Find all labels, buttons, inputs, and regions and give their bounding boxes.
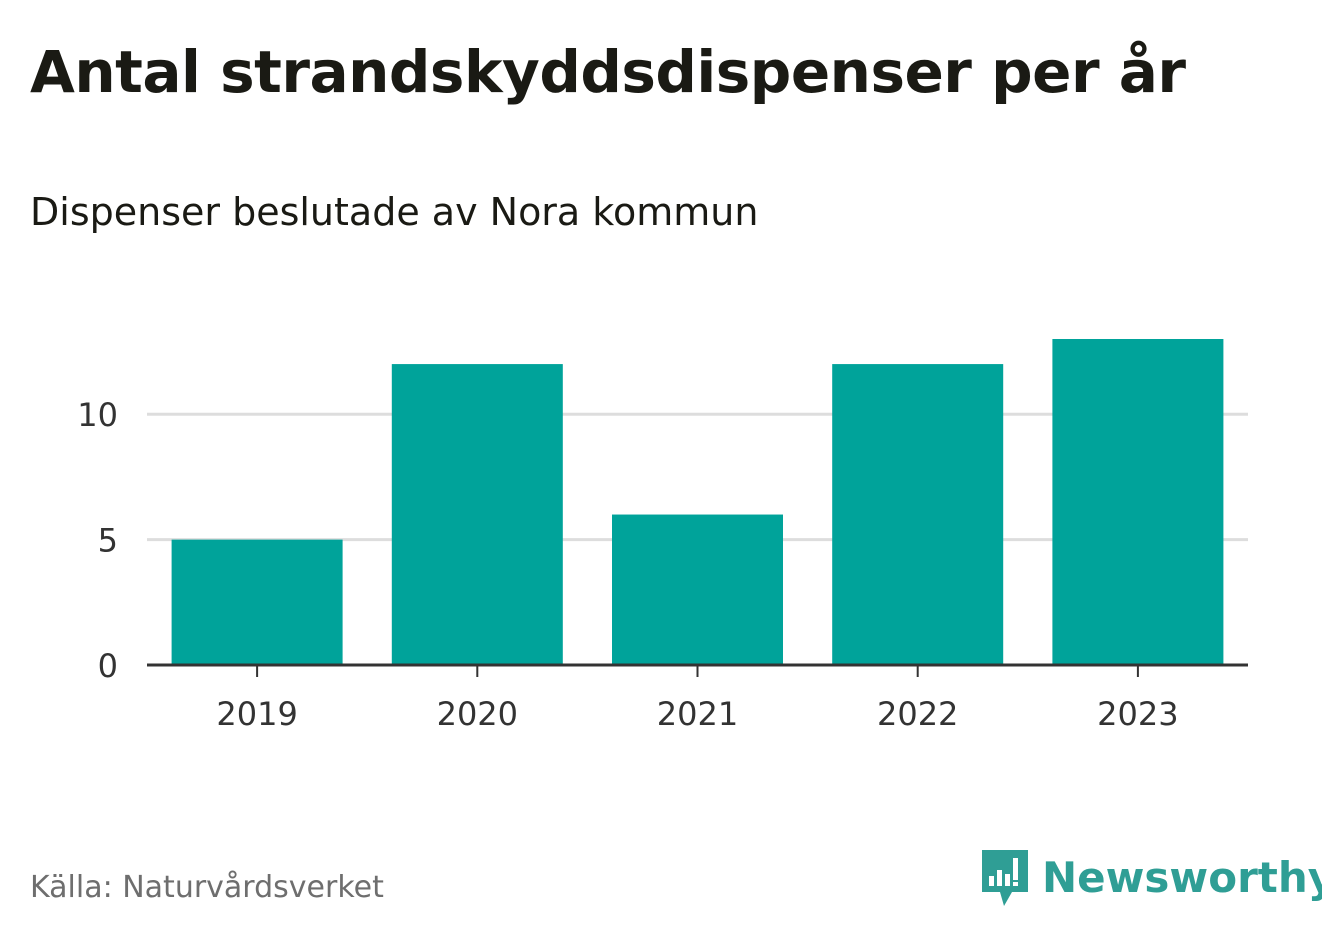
bar-2019 bbox=[171, 539, 343, 665]
bar-chart: 0 5 10 2019 2020 2021 2022 2023 bbox=[77, 339, 1248, 733]
x-tick-label: 2021 bbox=[657, 695, 738, 733]
y-tick-label: 0 bbox=[98, 647, 118, 685]
bar-2021 bbox=[612, 514, 783, 665]
brand-name: Newsworthy bbox=[1042, 852, 1322, 902]
chart-title: Antal strandskyddsdispenser per år bbox=[30, 38, 1186, 106]
brand-logo: Newsworthy bbox=[980, 846, 1322, 908]
x-tick-label: 2019 bbox=[216, 695, 297, 733]
chart-subtitle: Dispenser beslutade av Nora kommun bbox=[30, 190, 759, 234]
x-tick-label: 2020 bbox=[437, 695, 518, 733]
bar-2022 bbox=[832, 364, 1004, 665]
bar-2023 bbox=[1052, 339, 1224, 665]
y-tick-label: 5 bbox=[98, 522, 118, 560]
bar-2020 bbox=[391, 364, 563, 665]
x-tick-label: 2022 bbox=[877, 695, 958, 733]
source-note: Källa: Naturvårdsverket bbox=[30, 870, 384, 905]
y-tick-label: 10 bbox=[77, 396, 118, 434]
x-tick-label: 2023 bbox=[1097, 695, 1178, 733]
newsworthy-logo-icon bbox=[982, 850, 1028, 906]
